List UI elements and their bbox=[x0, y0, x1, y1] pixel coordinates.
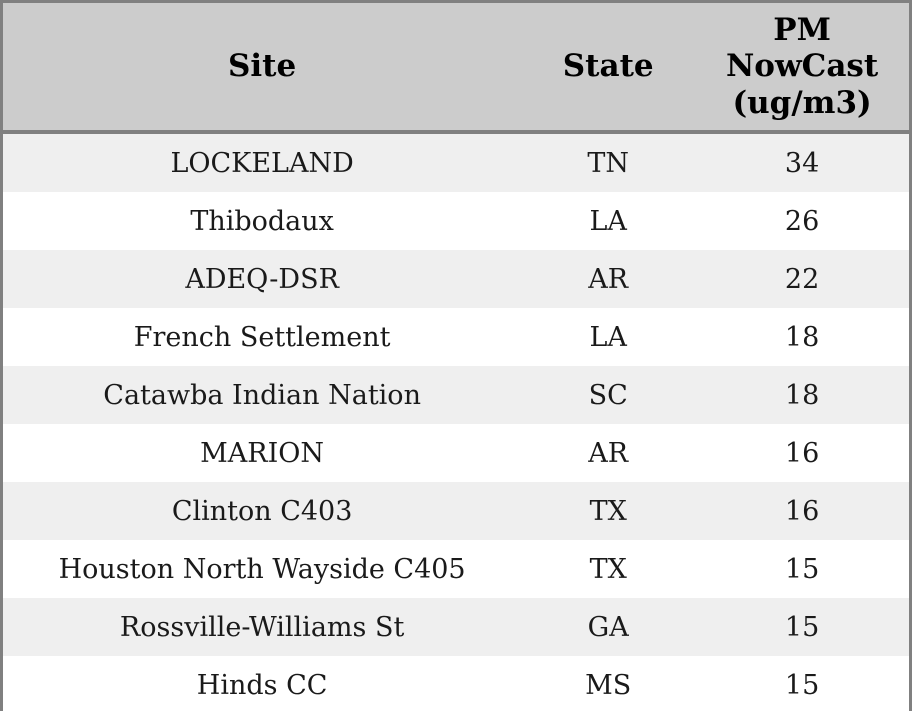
cell-site: Houston North Wayside C405 bbox=[3, 540, 522, 598]
cell-state: GA bbox=[521, 598, 696, 656]
table-body: LOCKELAND TN 34 Thibodaux LA 26 ADEQ-DSR AR 22 Fr… bbox=[3, 132, 909, 714]
cell-state: MS bbox=[521, 656, 696, 714]
table-row: Clinton C403 TX 16 bbox=[3, 482, 909, 540]
column-header-pm-nowcast-label: PM NowCast (ug/m3) bbox=[725, 11, 879, 121]
column-header-state: State bbox=[521, 3, 696, 134]
cell-state: SC bbox=[521, 366, 696, 424]
cell-pm-nowcast: 16 bbox=[695, 424, 909, 482]
cell-site: Thibodaux bbox=[3, 192, 522, 250]
table-row: Houston North Wayside C405 TX 15 bbox=[3, 540, 909, 598]
column-header-pm-nowcast: PM NowCast (ug/m3) bbox=[695, 3, 909, 134]
table-row: Rossville-Williams St GA 15 bbox=[3, 598, 909, 656]
cell-site: LOCKELAND bbox=[3, 132, 522, 192]
cell-site: French Settlement bbox=[3, 308, 522, 366]
table-row: French Settlement LA 18 bbox=[3, 308, 909, 366]
cell-pm-nowcast: 15 bbox=[695, 540, 909, 598]
cell-pm-nowcast: 15 bbox=[695, 598, 909, 656]
cell-pm-nowcast: 26 bbox=[695, 192, 909, 250]
cell-state: AR bbox=[521, 424, 696, 482]
cell-state: LA bbox=[521, 192, 696, 250]
cell-pm-nowcast: 22 bbox=[695, 250, 909, 308]
cell-site: Hinds CC bbox=[3, 656, 522, 714]
column-header-site-label: Site bbox=[228, 48, 297, 85]
cell-site: ADEQ-DSR bbox=[3, 250, 522, 308]
column-header-state-label: State bbox=[562, 48, 654, 85]
cell-site: MARION bbox=[3, 424, 522, 482]
cell-state: AR bbox=[521, 250, 696, 308]
table-row: Thibodaux LA 26 bbox=[3, 192, 909, 250]
table-row: MARION AR 16 bbox=[3, 424, 909, 482]
table-header-row: Site State PM NowCast (ug/m3) bbox=[3, 3, 909, 134]
table-row: Catawba Indian Nation SC 18 bbox=[3, 366, 909, 424]
cell-site: Clinton C403 bbox=[3, 482, 522, 540]
cell-pm-nowcast: 34 bbox=[695, 132, 909, 192]
cell-pm-nowcast: 18 bbox=[695, 308, 909, 366]
table-row: LOCKELAND TN 34 bbox=[3, 132, 909, 192]
cell-pm-nowcast: 15 bbox=[695, 656, 909, 714]
cell-site: Catawba Indian Nation bbox=[3, 366, 522, 424]
table-row: ADEQ-DSR AR 22 bbox=[3, 250, 909, 308]
table-header: Site State PM NowCast (ug/m3) bbox=[3, 3, 909, 134]
column-header-site: Site bbox=[3, 3, 522, 134]
cell-pm-nowcast: 16 bbox=[695, 482, 909, 540]
cell-pm-nowcast: 18 bbox=[695, 366, 909, 424]
cell-site: Rossville-Williams St bbox=[3, 598, 522, 656]
table-row: Hinds CC MS 15 bbox=[3, 656, 909, 714]
cell-state: LA bbox=[521, 308, 696, 366]
cell-state: TX bbox=[521, 540, 696, 598]
cell-state: TN bbox=[521, 132, 696, 192]
air-quality-table: Site State PM NowCast (ug/m3) LOCKELAND T… bbox=[3, 3, 909, 714]
cell-state: TX bbox=[521, 482, 696, 540]
